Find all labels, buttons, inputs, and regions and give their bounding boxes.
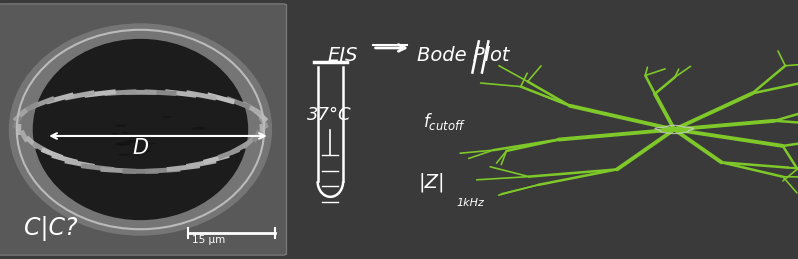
Ellipse shape [162,116,172,118]
Ellipse shape [33,39,248,220]
Text: |Z|: |Z| [419,172,445,192]
FancyBboxPatch shape [0,4,286,255]
Ellipse shape [129,136,138,137]
Ellipse shape [139,150,152,153]
Text: 15 µm: 15 µm [192,235,225,245]
FancyArrowPatch shape [375,45,405,51]
Text: Bode Plot: Bode Plot [417,46,509,65]
Text: EIS: EIS [327,46,358,65]
Ellipse shape [115,142,131,145]
Ellipse shape [9,23,272,236]
Text: $f_{cutoff}$: $f_{cutoff}$ [423,111,466,132]
Ellipse shape [119,154,130,156]
Ellipse shape [121,132,129,133]
Text: 1kHz: 1kHz [456,198,484,208]
Ellipse shape [115,125,126,127]
Text: 37°C: 37°C [307,106,352,124]
Ellipse shape [112,133,118,135]
Text: C|C?: C|C? [24,216,77,241]
Ellipse shape [116,143,128,146]
Ellipse shape [147,142,156,145]
Text: D: D [132,138,148,158]
Ellipse shape [192,127,206,130]
Ellipse shape [124,140,140,143]
